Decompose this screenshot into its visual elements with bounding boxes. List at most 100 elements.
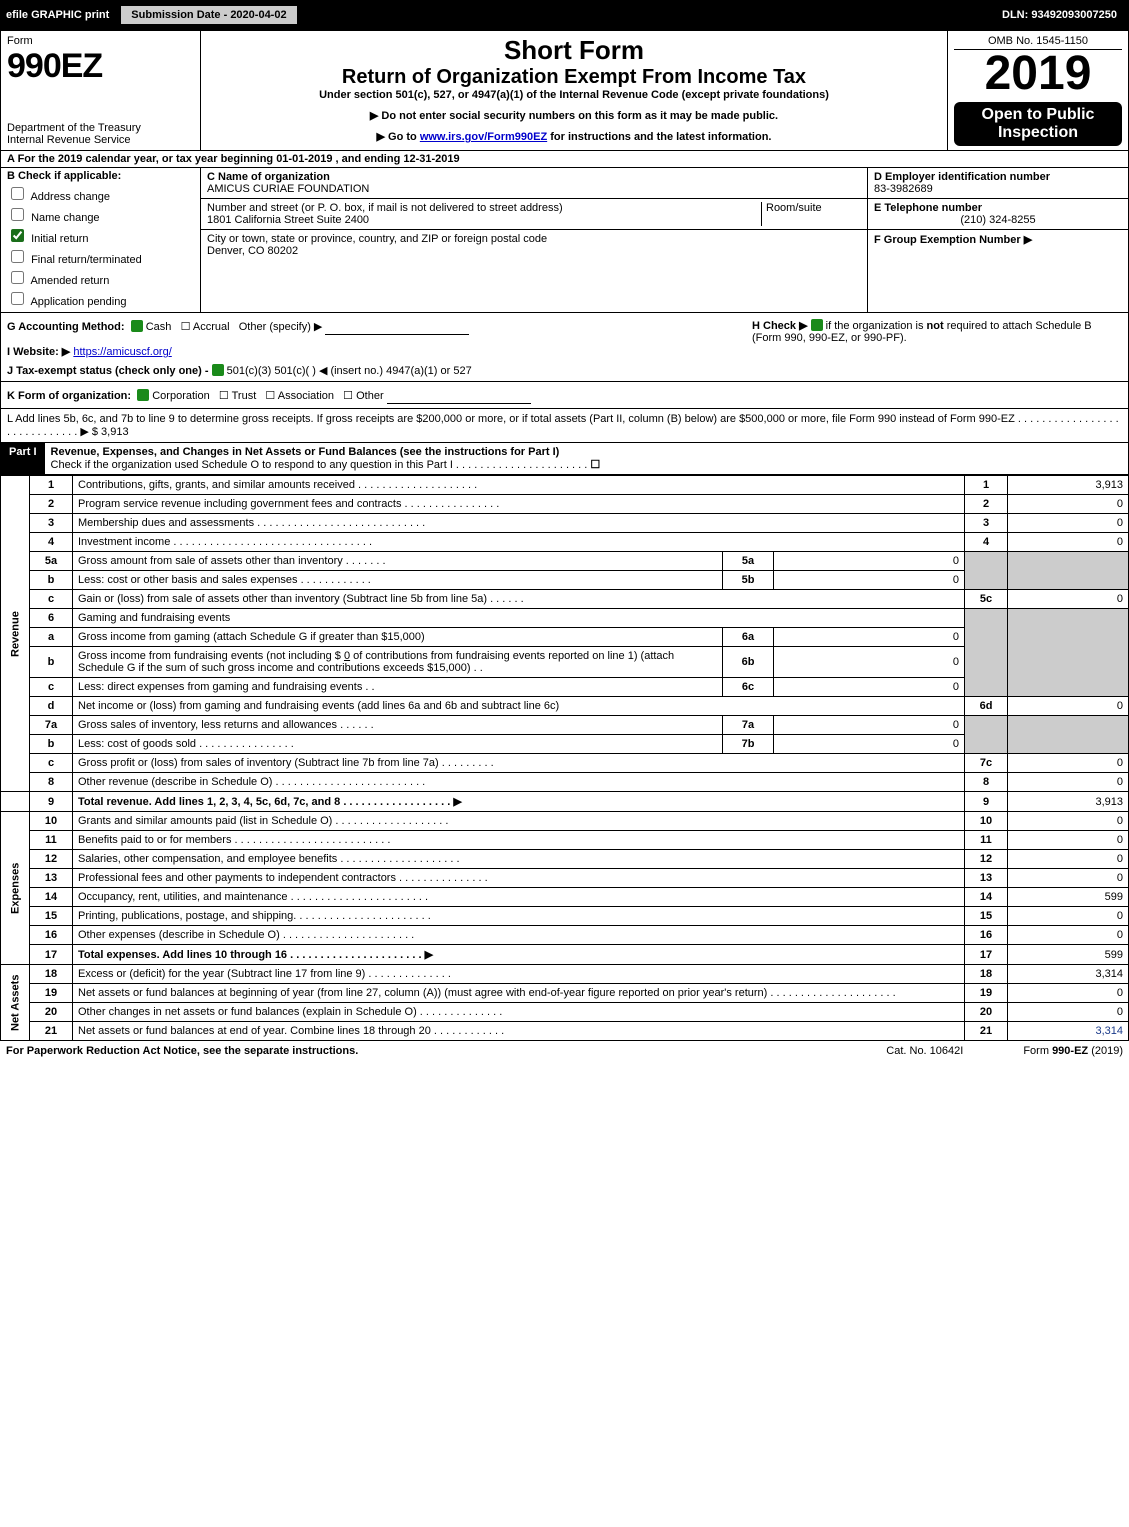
line-13-text: Professional fees and other payments to … [73,869,965,888]
form-ref: Form 990-EZ (2019) [1023,1045,1123,1057]
col-no: 3 [965,514,1008,533]
check-icon [811,319,823,331]
line-6c-text: Less: direct expenses from gaming and fu… [73,678,723,697]
line-5c-value: 0 [1008,590,1129,609]
header-right: OMB No. 1545-1150 2019 Open to Public In… [948,31,1128,150]
netassets-section-label: Net Assets [1,965,30,1041]
line-7a-text: Gross sales of inventory, less returns a… [73,716,723,735]
line-5a-midval: 0 [774,552,965,571]
grey-cell [1008,609,1129,697]
line-6-text: Gaming and fundraising events [73,609,965,628]
line-2-value: 0 [1008,495,1129,514]
goto-link[interactable]: www.irs.gov/Form990EZ [420,131,547,143]
col-no: 13 [965,869,1008,888]
k-other: Other [356,390,384,402]
line-21-value: 3,314 [1008,1022,1129,1041]
col-no: 6d [965,697,1008,716]
tax-year: 2019 [954,50,1122,98]
line-17-text: Total expenses. Add lines 10 through 16 … [73,945,965,965]
i-label: I Website: ▶ [7,346,70,358]
g-accrual: Accrual [193,321,230,333]
chk-name-change[interactable]: Name change [7,205,194,224]
chk-final-return[interactable]: Final return/terminated [7,247,194,266]
goto-line: ▶ Go to www.irs.gov/Form990EZ for instru… [211,130,937,143]
grey-cell [965,716,1008,754]
col-no: 1 [965,476,1008,495]
line-15-text: Printing, publications, postage, and shi… [73,907,965,926]
line-12-text: Salaries, other compensation, and employ… [73,850,965,869]
line-1-text: Contributions, gifts, grants, and simila… [73,476,965,495]
line-11-text: Benefits paid to or for members . . . . … [73,831,965,850]
h-not: not [927,320,944,332]
check-icon [137,389,149,401]
efile-top-bar: efile GRAPHIC print Submission Date - 20… [0,0,1129,30]
grey-cell [1008,552,1129,590]
city-label: City or town, state or province, country… [207,233,861,245]
form-header: Form 990EZ Department of the Treasury In… [0,30,1129,151]
d-label: D Employer identification number [874,171,1122,183]
h-text1: if the organization is [826,320,927,332]
g-other: Other (specify) ▶ [239,321,323,333]
addr-value: 1801 California Street Suite 2400 [207,214,761,226]
form-word: Form [7,35,194,47]
header-middle: Short Form Return of Organization Exempt… [201,31,948,150]
part1-check-box[interactable]: ☐ [590,459,600,471]
ssn-warning: ▶ Do not enter social security numbers o… [211,109,937,122]
line-i: I Website: ▶ https://amicuscf.org/ [7,345,742,358]
h-label: H Check ▶ [752,320,811,332]
line-5b-text: Less: cost or other basis and sales expe… [73,571,723,590]
chk-address-change[interactable]: Address change [7,184,194,203]
line-20-text: Other changes in net assets or fund bala… [73,1003,965,1022]
line-6b-amt: 0 [344,650,350,662]
g-other-input[interactable] [325,317,469,335]
line-l: L Add lines 5b, 6c, and 7b to line 9 to … [0,409,1129,443]
website-link[interactable]: https://amicuscf.org/ [73,346,171,358]
line-16-text: Other expenses (describe in Schedule O) … [73,926,965,945]
ein-value: 83-3982689 [874,183,1122,195]
col-no: 15 [965,907,1008,926]
chk-application-pending[interactable]: Application pending [7,289,194,308]
line-5a-text: Gross amount from sale of assets other t… [73,552,723,571]
chk-application-pending-label: Application pending [30,296,126,308]
k-assoc: Association [278,390,334,402]
g-cash: Cash [146,321,172,333]
phone-value: (210) 324-8255 [874,214,1122,226]
line-6b-text: Gross income from fundraising events (no… [73,647,723,678]
line-6a-midval: 0 [774,628,965,647]
line-14-text: Occupancy, rent, utilities, and maintena… [73,888,965,907]
part1-title: Revenue, Expenses, and Changes in Net As… [51,446,560,458]
mid-no: 5b [723,571,774,590]
line-15-value: 0 [1008,907,1129,926]
chk-initial-return[interactable]: Initial return [7,226,194,245]
l-value: $ 3,913 [92,426,129,438]
line-7a-midval: 0 [774,716,965,735]
form-ref-post: (2019) [1091,1045,1123,1057]
line-3-text: Membership dues and assessments . . . . … [73,514,965,533]
col-no: 11 [965,831,1008,850]
chk-amended-return[interactable]: Amended return [7,268,194,287]
line-13-value: 0 [1008,869,1129,888]
col-no: 20 [965,1003,1008,1022]
g-label: G Accounting Method: [7,321,125,333]
right-info-column: D Employer identification number 83-3982… [868,168,1128,312]
col-no: 9 [965,792,1008,812]
check-icon [212,364,224,376]
line-9-text: Total revenue. Add lines 1, 2, 3, 4, 5c,… [73,792,965,812]
lnno: 1 [30,476,73,495]
l-text: L Add lines 5b, 6c, and 7b to line 9 to … [7,413,1119,438]
k-other-input[interactable] [387,386,531,404]
j-label: J Tax-exempt status (check only one) - [7,365,212,377]
col-no: 19 [965,984,1008,1003]
room-suite-label: Room/suite [761,202,861,226]
line-h: H Check ▶ if the organization is not req… [742,317,1122,377]
efile-label: efile GRAPHIC print [6,9,109,21]
f-label: F Group Exemption Number ▶ [874,233,1122,246]
check-if-applicable: B Check if applicable: Address change Na… [1,168,201,312]
line-6b-midval: 0 [774,647,965,678]
line-14-value: 599 [1008,888,1129,907]
col-no: 4 [965,533,1008,552]
chk-initial-return-label: Initial return [31,233,88,245]
line-19-text: Net assets or fund balances at beginning… [73,984,965,1003]
col-no: 5c [965,590,1008,609]
part1-header: Part I Revenue, Expenses, and Changes in… [0,443,1129,475]
